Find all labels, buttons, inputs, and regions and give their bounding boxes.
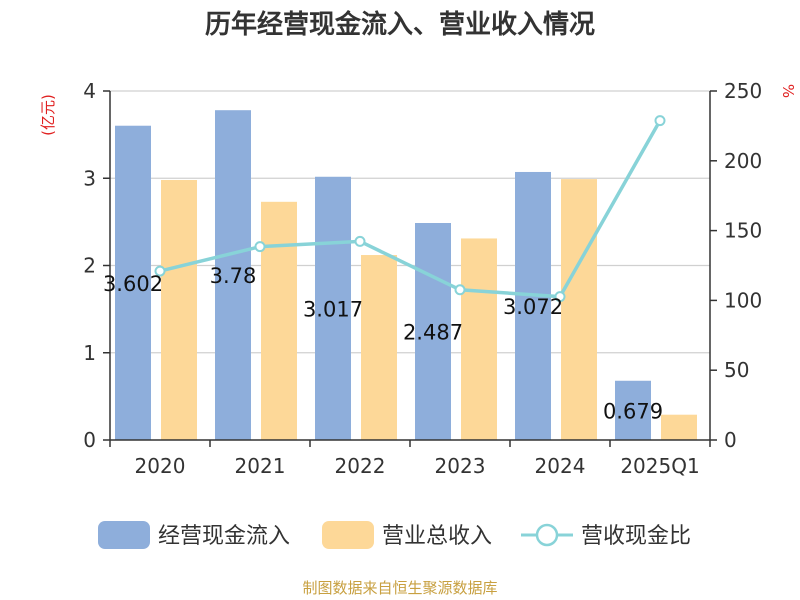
data-label: 3.602 <box>103 272 163 296</box>
legend: 经营现金流入 营业总收入 营收现金比 <box>98 521 691 549</box>
y-left-label: (亿元) <box>39 94 57 136</box>
bar-cash-inflow-2024 <box>515 171 551 440</box>
y-right-tick-label: 100 <box>724 288 762 312</box>
bar-revenue-2021 <box>261 201 297 440</box>
y-right-label: % <box>779 84 797 98</box>
data-labels: 3.602 3.78 3.017 2.487 3.072 0.679 <box>103 264 663 423</box>
bars <box>115 110 697 441</box>
ratio-point-2021 <box>254 241 266 253</box>
x-tick-label: 2022 <box>335 454 386 478</box>
ratio-point-2020 <box>154 265 166 277</box>
x-tick-label: 2020 <box>135 454 186 478</box>
bar-revenue-2020 <box>161 179 197 440</box>
ratio-line <box>154 115 666 303</box>
ratio-point-2023 <box>454 284 466 296</box>
y-right-tick-label: 150 <box>724 219 762 243</box>
gridlines <box>110 90 710 354</box>
ratio-point-2022 <box>354 235 366 247</box>
y-left-tick-label: 2 <box>83 254 96 278</box>
y-left-tick-label: 3 <box>83 166 96 190</box>
legend-label: 营业总收入 <box>382 524 492 549</box>
ratio-point-2024 <box>554 291 566 303</box>
y-left-tick-label: 1 <box>83 341 96 365</box>
bar-cash-inflow-2021 <box>215 110 251 440</box>
legend-swatch <box>98 521 150 549</box>
y-left-tick-label: 0 <box>83 428 96 452</box>
axes: 2020 2021 2022 2023 2024 2025Q1 0 1 2 3 4 0 50 100 150… <box>39 79 797 478</box>
legend-label: 经营现金流入 <box>158 524 290 549</box>
y-right-tick-label: 200 <box>724 149 762 173</box>
bar-revenue-2022 <box>361 255 397 440</box>
data-label: 3.78 <box>210 264 257 288</box>
data-label: 0.679 <box>603 399 663 423</box>
x-tick-label: 2025Q1 <box>620 454 699 478</box>
data-label: 2.487 <box>403 321 463 345</box>
bar-cash-inflow-2020 <box>115 125 151 441</box>
legend-swatch <box>322 521 374 549</box>
x-tick-label: 2023 <box>435 454 486 478</box>
legend-label: 营收现金比 <box>581 524 691 549</box>
data-label: 3.017 <box>303 297 363 321</box>
y-left-tick-label: 4 <box>83 79 96 103</box>
x-tick-label: 2024 <box>535 454 586 478</box>
x-tick-label: 2021 <box>235 454 286 478</box>
bar-revenue-2024 <box>561 179 597 440</box>
y-right-tick-label: 50 <box>724 358 749 382</box>
bar-cash-inflow-2023 <box>415 223 451 440</box>
data-label: 3.072 <box>503 295 563 319</box>
ratio-line-path <box>159 119 662 299</box>
bar-revenue-2023 <box>461 238 497 440</box>
bar-cash-inflow-2025Q1 <box>615 380 651 440</box>
legend-marker <box>535 523 559 547</box>
chart-title: 历年经营现金流入、营业收入情况 <box>205 9 595 40</box>
source-note: 制图数据来自恒生聚源数据库 <box>302 579 497 597</box>
bar-revenue-2025Q1 <box>661 414 697 440</box>
ratio-point-2025Q1 <box>654 115 666 127</box>
y-right-tick-label: 250 <box>724 79 762 103</box>
bar-cash-inflow-2022 <box>315 176 351 440</box>
y-right-tick-label: 0 <box>724 428 737 452</box>
